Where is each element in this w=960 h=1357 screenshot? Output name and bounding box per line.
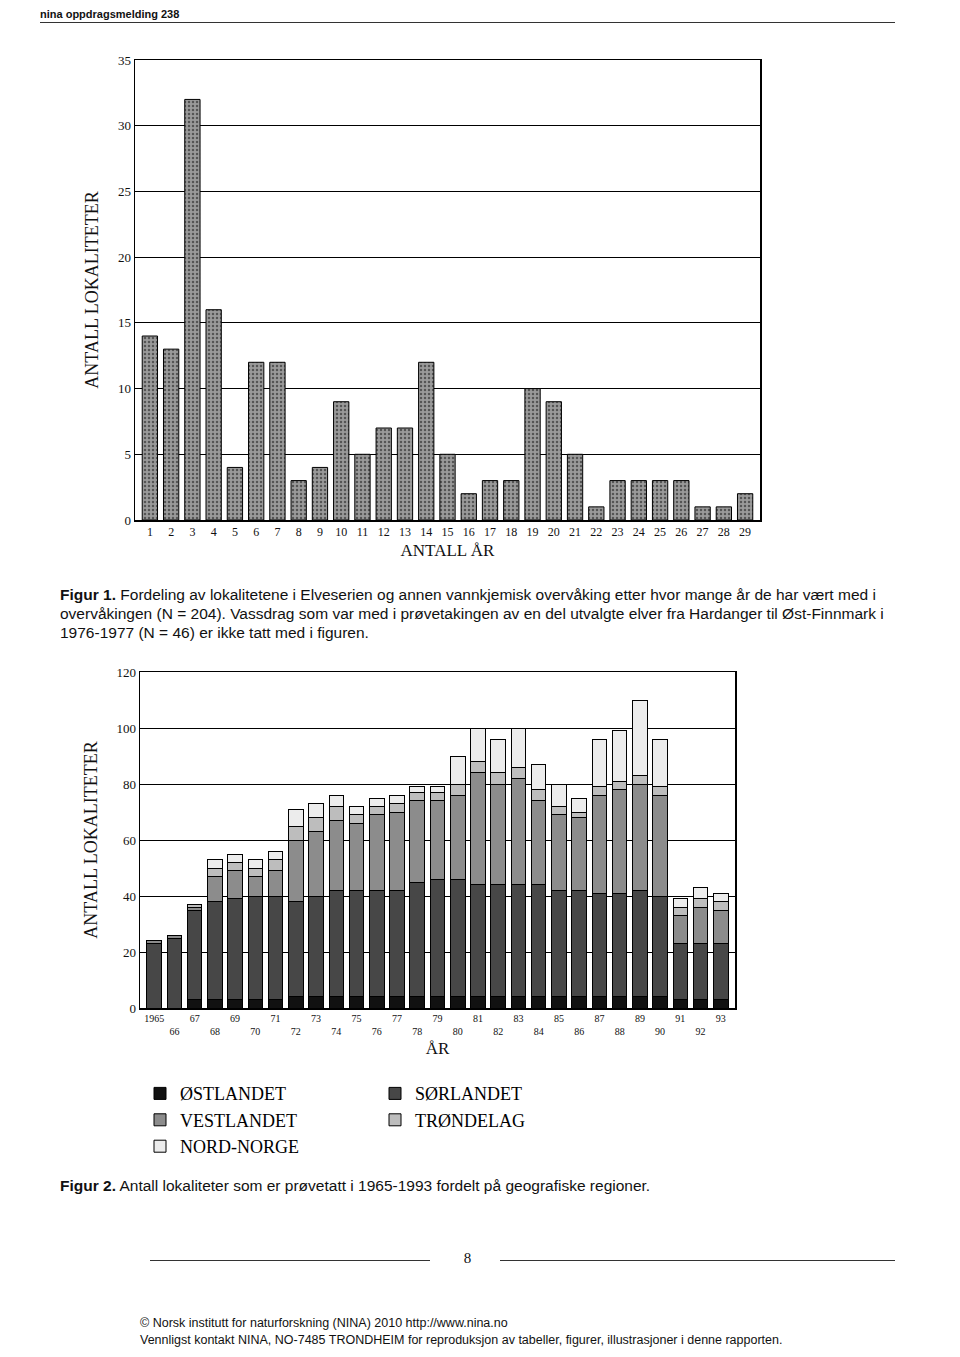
svg-text:91: 91	[675, 1013, 685, 1024]
svg-text:89: 89	[635, 1013, 645, 1024]
svg-text:86: 86	[574, 1026, 584, 1037]
svg-text:92: 92	[696, 1026, 706, 1037]
svg-text:NORD-NORGE: NORD-NORGE	[180, 1137, 299, 1157]
svg-text:72: 72	[291, 1026, 301, 1037]
svg-text:5: 5	[124, 447, 131, 462]
svg-text:6: 6	[253, 525, 259, 539]
svg-text:78: 78	[412, 1026, 422, 1037]
html-text:Figur 2. Antall lokaliteter so: Figur 2. Antall lokaliteter som er prøve…	[60, 1177, 651, 1194]
svg-text:VESTLANDET: VESTLANDET	[180, 1111, 297, 1131]
svg-text:7: 7	[274, 525, 280, 539]
html-text:Vennligst kontakt NINA, NO-748: Vennligst kontakt NINA, NO-7485 TRONDHEI…	[140, 1333, 783, 1347]
svg-text:TRØNDELAG: TRØNDELAG	[415, 1111, 525, 1131]
svg-text:28: 28	[718, 525, 730, 539]
svg-text:4: 4	[211, 525, 217, 539]
svg-text:77: 77	[392, 1013, 402, 1024]
svg-text:87: 87	[594, 1013, 604, 1024]
svg-text:17: 17	[484, 525, 496, 539]
svg-text:82: 82	[493, 1026, 503, 1037]
svg-text:93: 93	[716, 1013, 726, 1024]
svg-text:120: 120	[116, 665, 136, 680]
svg-text:ANTALL ÅR: ANTALL ÅR	[401, 541, 496, 560]
svg-text:40: 40	[123, 889, 136, 904]
svg-text:30: 30	[118, 118, 131, 133]
svg-text:18: 18	[505, 525, 517, 539]
svg-text:13: 13	[399, 525, 411, 539]
svg-text:75: 75	[352, 1013, 362, 1024]
svg-text:66: 66	[169, 1026, 179, 1037]
svg-text:1965: 1965	[144, 1013, 164, 1024]
svg-text:19: 19	[527, 525, 539, 539]
svg-text:71: 71	[271, 1013, 281, 1024]
svg-text:76: 76	[372, 1026, 382, 1037]
svg-text:23: 23	[612, 525, 624, 539]
svg-text:ANTALL LOKALITETER: ANTALL LOKALITETER	[81, 741, 101, 938]
svg-text:2: 2	[168, 525, 174, 539]
svg-text:ANTALL LOKALITETER: ANTALL LOKALITETER	[82, 191, 102, 388]
svg-text:60: 60	[123, 833, 136, 848]
svg-text:3: 3	[189, 525, 195, 539]
svg-text:67: 67	[190, 1013, 200, 1024]
svg-text:ÅR: ÅR	[426, 1039, 450, 1058]
svg-text:10: 10	[118, 381, 131, 396]
svg-text:16: 16	[463, 525, 475, 539]
svg-text:88: 88	[615, 1026, 625, 1037]
svg-text:85: 85	[554, 1013, 564, 1024]
svg-text:20: 20	[123, 945, 136, 960]
html-text:nina oppdragsmelding 238: nina oppdragsmelding 238	[40, 8, 180, 20]
svg-text:9: 9	[317, 525, 323, 539]
svg-text:80: 80	[123, 777, 136, 792]
svg-text:25: 25	[654, 525, 666, 539]
html-text:Figur 1. Fordeling av lokalite: Figur 1. Fordeling av lokalitetene i Elv…	[60, 586, 884, 641]
svg-text:73: 73	[311, 1013, 321, 1024]
svg-text:74: 74	[331, 1026, 341, 1037]
svg-text:27: 27	[697, 525, 709, 539]
svg-text:70: 70	[250, 1026, 260, 1037]
svg-text:5: 5	[232, 525, 238, 539]
svg-text:84: 84	[534, 1026, 544, 1037]
svg-text:20: 20	[548, 525, 560, 539]
svg-text:35: 35	[118, 53, 131, 68]
svg-text:20: 20	[118, 250, 131, 265]
svg-text:79: 79	[433, 1013, 443, 1024]
svg-text:21: 21	[569, 525, 581, 539]
svg-text:8: 8	[296, 525, 302, 539]
svg-text:69: 69	[230, 1013, 240, 1024]
svg-text:26: 26	[675, 525, 687, 539]
svg-text:SØRLANDET: SØRLANDET	[415, 1084, 522, 1104]
html-text:8: 8	[463, 1250, 472, 1266]
svg-text:100: 100	[116, 721, 136, 736]
svg-text:81: 81	[473, 1013, 483, 1024]
html-text:© Norsk institutt for naturfor: © Norsk institutt for naturforskning (NI…	[140, 1316, 508, 1330]
svg-text:12: 12	[378, 525, 390, 539]
svg-text:0: 0	[124, 513, 131, 528]
svg-text:24: 24	[633, 525, 645, 539]
svg-text:29: 29	[739, 525, 751, 539]
svg-text:15: 15	[442, 525, 454, 539]
svg-text:1: 1	[147, 525, 153, 539]
svg-text:14: 14	[420, 525, 432, 539]
svg-text:10: 10	[335, 525, 347, 539]
svg-text:68: 68	[210, 1026, 220, 1037]
svg-text:90: 90	[655, 1026, 665, 1037]
svg-text:ØSTLANDET: ØSTLANDET	[180, 1084, 286, 1104]
svg-text:11: 11	[357, 525, 369, 539]
svg-text:25: 25	[118, 184, 131, 199]
svg-text:22: 22	[590, 525, 602, 539]
svg-text:0: 0	[129, 1001, 136, 1016]
svg-text:80: 80	[453, 1026, 463, 1037]
svg-text:15: 15	[118, 315, 131, 330]
svg-text:83: 83	[513, 1013, 523, 1024]
